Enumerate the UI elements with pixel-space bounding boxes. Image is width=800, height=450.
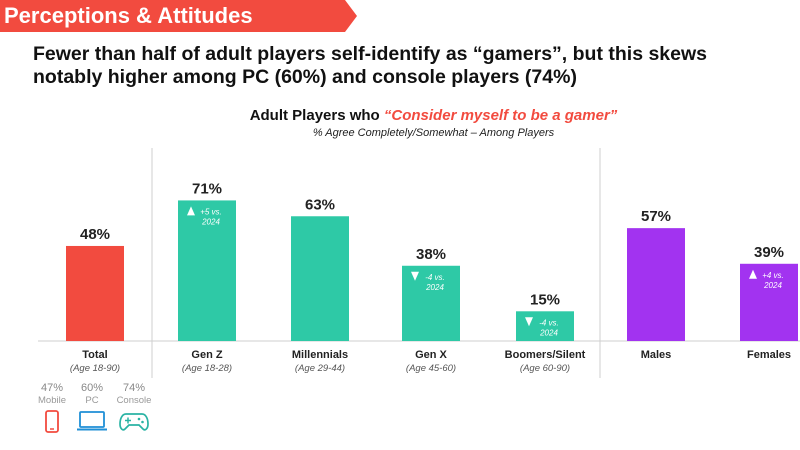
bar: [178, 200, 236, 341]
change-note-year: 2024: [763, 281, 782, 290]
chart-title-prefix: Adult Players who: [249, 107, 384, 124]
change-note: +5 vs.: [200, 207, 222, 216]
bar-value-label: 39%: [754, 244, 784, 261]
category-label: Boomers/Silent: [505, 349, 586, 361]
headline-line-1: Fewer than half of adult players self-id…: [33, 43, 708, 65]
category-label: Females: [747, 349, 791, 361]
bar: [740, 263, 798, 341]
laptop-icon: [77, 411, 107, 431]
category-sublabel: (Age 60-90): [520, 363, 570, 374]
bar: [516, 311, 574, 341]
legend-mobile-label: Mobile: [38, 395, 66, 406]
category-label: Gen X: [415, 349, 447, 361]
bar-value-label: 48%: [80, 226, 110, 243]
legend-console-percent: 74%: [122, 382, 146, 394]
legend-pc-label: PC: [85, 395, 99, 406]
legend-pc-percent: 60%: [80, 382, 104, 394]
category-label: Gen Z: [191, 349, 222, 361]
section-label: Perceptions & Attitudes: [4, 3, 253, 28]
legend-console-label: Console: [116, 395, 152, 406]
bar: [402, 265, 460, 341]
decrease-arrow-icon: [525, 317, 533, 327]
gamepad-icon: [119, 413, 149, 431]
change-note-year: 2024: [425, 283, 444, 292]
change-note-year: 2024: [201, 217, 220, 226]
change-note: -4 vs.: [425, 273, 445, 282]
category-sublabel: (Age 29-44): [295, 363, 345, 374]
legend-pc: 60% PC: [68, 382, 116, 432]
category-sublabel: (Age 18-90): [70, 363, 120, 374]
page-headline: Fewer than half of adult players self-id…: [33, 43, 800, 89]
chart-title-highlight: “Consider myself to be a gamer”: [383, 107, 618, 124]
change-note-year: 2024: [539, 328, 558, 337]
legend-mobile: 47% Mobile: [28, 382, 76, 434]
category-sublabel: (Age 45-60): [406, 363, 456, 374]
bar: [66, 245, 124, 341]
category-label: Total: [82, 349, 107, 361]
bar-value-label: 71%: [192, 180, 222, 197]
phone-icon: [45, 410, 59, 433]
bar-value-label: 63%: [305, 196, 335, 213]
category-label: Millennials: [292, 349, 348, 361]
bar: [291, 216, 349, 341]
change-note: +4 vs.: [762, 271, 784, 280]
legend-console: 74% Console: [110, 382, 158, 432]
chart-subtitle: % Agree Completely/Somewhat – Among Play…: [312, 127, 555, 139]
bar-value-label: 15%: [530, 291, 560, 308]
increase-arrow-icon: [749, 269, 757, 279]
category-sublabel: (Age 18-28): [182, 363, 232, 374]
bar-value-label: 57%: [641, 208, 671, 225]
section-banner: [0, 0, 357, 32]
bar-value-label: 38%: [416, 246, 446, 263]
category-label: Males: [641, 349, 672, 361]
decrease-arrow-icon: [411, 271, 419, 281]
bar: [627, 228, 685, 341]
legend-mobile-percent: 47%: [40, 382, 64, 394]
chart-title: Adult Players who “Consider myself to be…: [0, 107, 800, 124]
headline-line-2: notably higher among PC (60%) and consol…: [33, 66, 577, 88]
increase-arrow-icon: [187, 206, 195, 216]
change-note: -4 vs.: [539, 318, 559, 327]
